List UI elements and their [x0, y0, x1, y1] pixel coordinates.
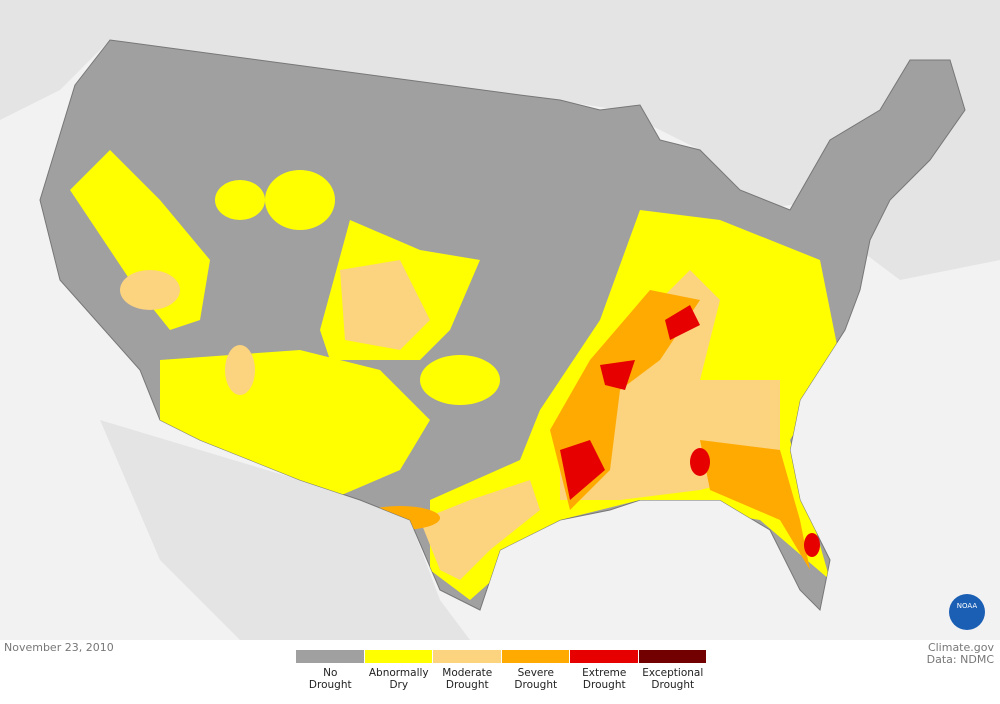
legend-swatch	[433, 650, 502, 663]
legend-label: Moderate Drought	[442, 667, 493, 691]
legend-swatch	[638, 650, 707, 663]
noaa-logo-text: NOAA	[957, 602, 978, 610]
legend-label: No Drought	[308, 667, 352, 691]
drought-area	[340, 260, 430, 350]
canada	[0, 0, 1000, 280]
legend-item: Extreme Drought	[570, 650, 639, 691]
drought-area	[560, 440, 605, 500]
drought-area	[560, 270, 780, 500]
drought-area	[420, 480, 540, 580]
drought-area	[265, 170, 335, 230]
legend-swatch	[501, 650, 570, 663]
legend: No Drought Abnormally Dry Moderate Drought…	[296, 650, 707, 691]
legend-label: Abnormally Dry	[368, 667, 429, 691]
noaa-logo	[949, 594, 985, 630]
mexico	[100, 420, 470, 640]
legend-swatch	[570, 650, 639, 663]
map: NOAA	[0, 0, 1000, 640]
drought-area	[120, 270, 180, 310]
legend-label: Severe Drought	[514, 667, 558, 691]
drought-area	[215, 180, 265, 220]
legend-swatch	[296, 650, 365, 663]
legend-swatch	[364, 650, 433, 663]
legend-item: Abnormally Dry	[364, 650, 433, 691]
drought-area	[600, 360, 635, 390]
legend-item: Severe Drought	[501, 650, 570, 691]
legend-label: Exceptional Drought	[642, 667, 704, 691]
drought-areas	[70, 150, 840, 600]
drought-area	[690, 448, 710, 476]
date: November 23, 2010	[4, 641, 114, 654]
credit-site: Climate.gov	[927, 641, 994, 654]
legend-label: Extreme Drought	[582, 667, 627, 691]
credit-source: Data: NDMC	[926, 653, 994, 666]
drought-area	[665, 305, 700, 340]
drought-area	[160, 350, 430, 500]
legend-item: Moderate Drought	[433, 650, 502, 691]
drought-area	[420, 355, 500, 405]
legend-item: Exceptional Drought	[638, 650, 707, 691]
legend-item: No Drought	[296, 650, 365, 691]
drought-area	[700, 440, 810, 570]
drought-area	[804, 533, 820, 557]
drought-area	[225, 345, 255, 395]
